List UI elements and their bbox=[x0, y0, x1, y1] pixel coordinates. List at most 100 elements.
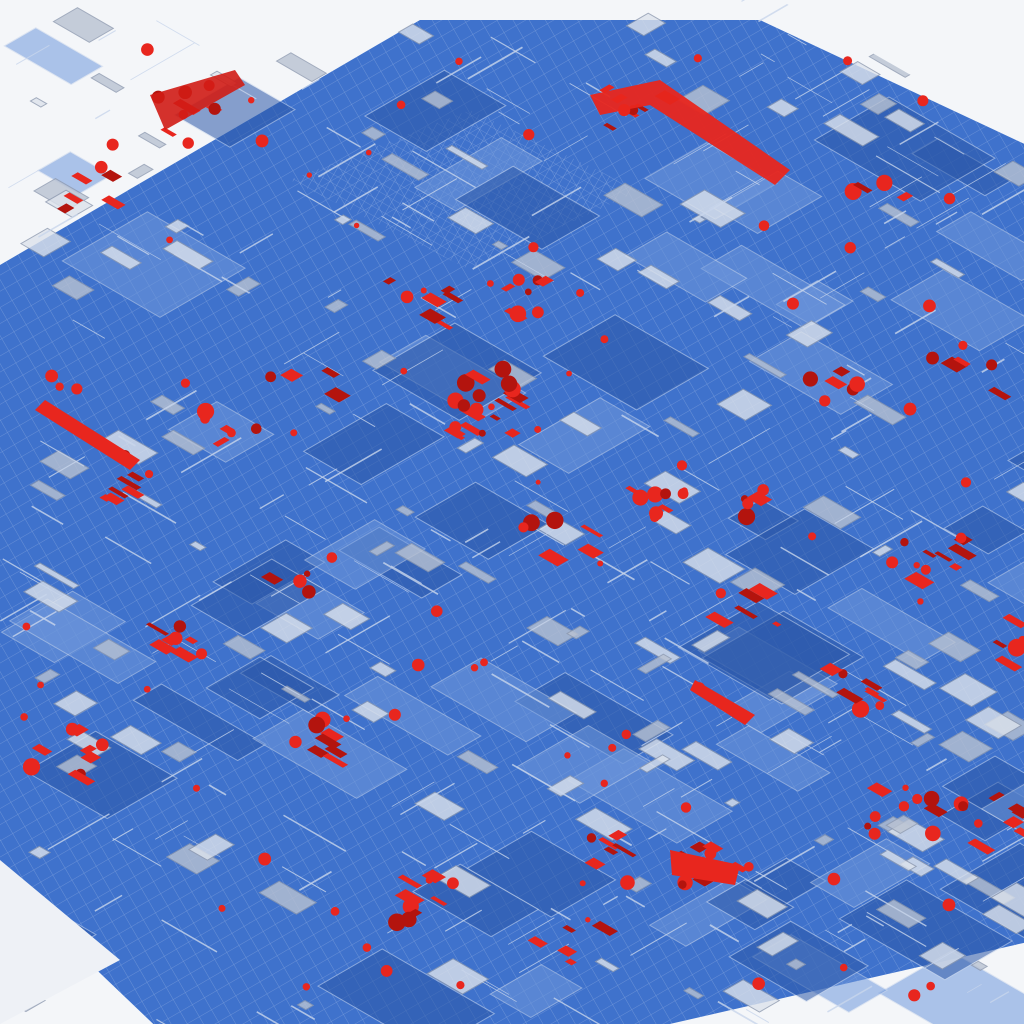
grey-chip bbox=[879, 849, 918, 872]
red-dot bbox=[330, 906, 340, 916]
red-component bbox=[184, 636, 199, 645]
trace-line bbox=[716, 716, 733, 727]
red-component bbox=[67, 769, 96, 786]
board-panel bbox=[252, 709, 408, 799]
trace-line bbox=[305, 466, 368, 504]
trace-line bbox=[782, 270, 837, 303]
trace-line bbox=[625, 895, 646, 908]
red-dot bbox=[255, 134, 269, 148]
trace-line bbox=[444, 909, 483, 932]
trace-line bbox=[989, 991, 1010, 1004]
red-component bbox=[612, 843, 637, 858]
board-panel bbox=[700, 244, 846, 329]
red-dot bbox=[180, 378, 191, 388]
trace-line bbox=[464, 528, 489, 544]
red-capacitor bbox=[868, 827, 881, 840]
grey-chip bbox=[558, 411, 603, 437]
grey-chip bbox=[92, 638, 131, 661]
red-component bbox=[591, 920, 618, 937]
board-panel bbox=[489, 964, 583, 1019]
trace-line bbox=[194, 729, 235, 753]
trace-line bbox=[767, 735, 832, 774]
trace-line bbox=[325, 615, 391, 654]
grey-chip bbox=[34, 668, 61, 684]
grey-chip bbox=[644, 48, 678, 68]
red-component bbox=[538, 548, 569, 567]
red-dot bbox=[258, 852, 272, 866]
trace-line bbox=[680, 467, 720, 491]
trace-line bbox=[472, 235, 530, 270]
trace-line bbox=[709, 924, 740, 943]
red-dot bbox=[566, 370, 572, 377]
grey-chip bbox=[222, 634, 266, 660]
grey-chip bbox=[127, 163, 154, 179]
red-component bbox=[71, 172, 93, 185]
trace-line bbox=[183, 835, 221, 858]
board-panel bbox=[542, 314, 710, 411]
trace-line bbox=[94, 109, 111, 120]
red-capacitor bbox=[864, 822, 872, 830]
grey-chip bbox=[395, 505, 416, 517]
red-dot bbox=[470, 663, 479, 672]
red-component bbox=[494, 398, 517, 412]
red-capacitor bbox=[902, 784, 909, 791]
trace-line bbox=[883, 210, 907, 225]
red-component bbox=[866, 782, 893, 798]
grey-chip bbox=[368, 540, 396, 557]
trace-line bbox=[981, 189, 1024, 216]
trace-line bbox=[29, 609, 56, 626]
trace-line bbox=[894, 309, 937, 335]
trace-line bbox=[843, 938, 866, 953]
red-component bbox=[306, 745, 330, 758]
trace-line bbox=[607, 559, 648, 584]
red-dot bbox=[182, 137, 194, 149]
grey-chip bbox=[596, 247, 638, 272]
grey-chip bbox=[29, 479, 67, 501]
grey-chip bbox=[993, 160, 1024, 187]
red-component bbox=[314, 733, 342, 749]
board-panel bbox=[838, 879, 1014, 981]
trace-line bbox=[483, 979, 510, 995]
board-panel bbox=[712, 170, 823, 235]
trace-line bbox=[298, 870, 332, 891]
trace-line bbox=[689, 196, 733, 223]
red-component bbox=[864, 686, 880, 696]
grey-chip bbox=[322, 602, 371, 631]
trace-line bbox=[47, 813, 110, 851]
red-dot bbox=[94, 160, 108, 174]
trace-line bbox=[550, 907, 571, 921]
trace-line bbox=[948, 163, 1006, 197]
red-capacitor bbox=[494, 360, 512, 378]
trace-line bbox=[283, 331, 340, 365]
red-component bbox=[505, 394, 531, 410]
trace-line bbox=[717, 1000, 759, 1024]
trace-line bbox=[745, 1009, 770, 1023]
trace-line bbox=[130, 42, 195, 81]
red-capacitor bbox=[208, 102, 221, 115]
trace-line bbox=[8, 168, 41, 189]
red-dot bbox=[534, 425, 542, 433]
red-component bbox=[421, 292, 447, 308]
trace-line bbox=[337, 633, 390, 665]
trace-line bbox=[549, 724, 590, 749]
red-dot bbox=[380, 965, 393, 977]
board-panel bbox=[413, 136, 544, 212]
trace-line bbox=[161, 757, 203, 783]
red-component bbox=[603, 846, 619, 856]
red-capacitor bbox=[472, 389, 486, 403]
board-panel bbox=[890, 268, 1024, 352]
red-component bbox=[407, 908, 423, 918]
trace-line bbox=[664, 637, 709, 665]
trace-line bbox=[290, 1005, 316, 1021]
red-component bbox=[434, 319, 454, 330]
trace-line bbox=[535, 528, 565, 546]
grey-chip bbox=[160, 741, 198, 763]
trace-line bbox=[785, 732, 824, 756]
trace-line bbox=[630, 922, 687, 956]
grey-chip bbox=[149, 394, 186, 416]
red-capacitor bbox=[974, 819, 983, 828]
red-dot bbox=[480, 658, 488, 667]
red-component bbox=[904, 571, 935, 590]
